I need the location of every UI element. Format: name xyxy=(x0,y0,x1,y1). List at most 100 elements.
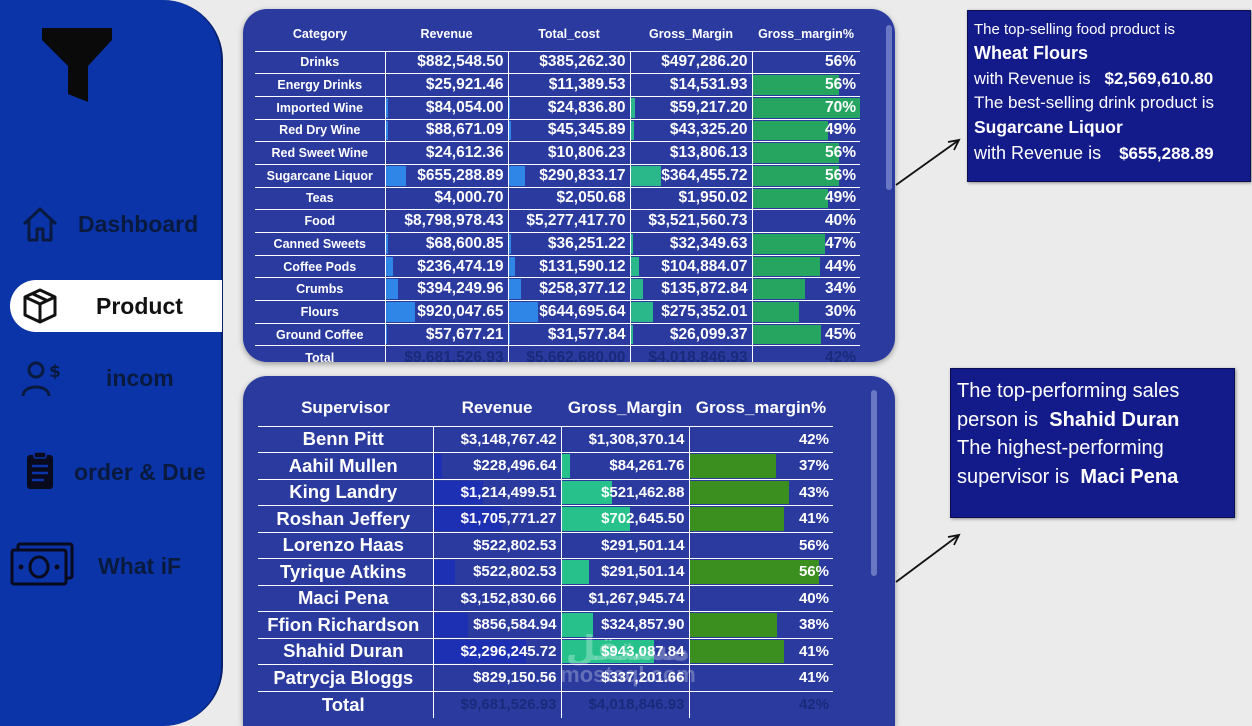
table-cell: $1,308,370.14 xyxy=(561,426,690,453)
table-cell: $10,806.23 xyxy=(508,141,631,165)
table-cell: 49% xyxy=(752,119,860,143)
table-cell: $31,577.84 xyxy=(508,323,631,347)
nav-label-order-due: order & Due xyxy=(74,458,206,485)
table-row[interactable]: Aahil Mullen $228,496.64 $84,261.76 37% xyxy=(258,452,833,480)
supervisor-name-cell: Benn Pitt xyxy=(258,426,434,453)
user-dollar-icon: $ xyxy=(21,361,60,397)
table-cell: $36,251.22 xyxy=(508,232,631,256)
insight-text: person is Shahid Duran xyxy=(957,408,1180,431)
category-cell: Teas xyxy=(255,187,386,211)
total-gross-margin: $4,018,846.93 xyxy=(630,345,753,362)
table-cell: $8,798,978.43 xyxy=(385,209,509,233)
table-cell: $385,262.30 xyxy=(508,51,631,75)
table-row[interactable]: Lorenzo Haas $522,802.53 $291,501.14 56% xyxy=(258,532,833,559)
table-cell: $829,150.56 xyxy=(433,664,562,692)
insight-highlight: Sugarcane Liquor xyxy=(974,117,1123,137)
header-gross-margin[interactable]: Gross_Margin xyxy=(561,390,689,427)
header-gross-margin-pct[interactable]: Gross_margin% xyxy=(752,17,860,52)
table-cell: 38% xyxy=(689,611,833,639)
total-label: Total xyxy=(255,345,386,362)
table-row[interactable]: Ffion Richardson $856,584.94 $324,857.90 38… xyxy=(258,611,833,639)
table-row[interactable]: Flours $920,047.65 $644,695.64 $275,352.01 3… xyxy=(255,300,860,324)
table-cell: $104,884.07 xyxy=(630,255,753,279)
header-revenue[interactable]: Revenue xyxy=(433,390,561,427)
table-row[interactable]: Sugarcane Liquor $655,288.89 $290,833.17 $3… xyxy=(255,164,860,188)
table-row[interactable]: Benn Pitt $3,148,767.42 $1,308,370.14 42% xyxy=(258,426,833,453)
table-cell: $26,099.37 xyxy=(630,323,753,347)
table-cell: 56% xyxy=(752,164,860,188)
table-row[interactable]: Teas $4,000.70 $2,050.68 $1,950.02 49% xyxy=(255,187,860,211)
table-row[interactable]: Ground Coffee $57,677.21 $31,577.84 $26,099… xyxy=(255,323,860,347)
insight-highlight: $2,569,610.80 xyxy=(1104,69,1214,88)
filter-funnel-icon[interactable] xyxy=(42,28,112,102)
table-row[interactable]: King Landry $1,214,499.51 $521,462.88 43% xyxy=(258,479,833,506)
header-revenue[interactable]: Revenue xyxy=(385,17,508,52)
supervisor-table-scrollbar[interactable] xyxy=(871,390,877,576)
category-cell: Food xyxy=(255,209,386,233)
category-cell: Red Sweet Wine xyxy=(255,141,386,165)
table-cell: $14,531.93 xyxy=(630,73,753,97)
nav-label-what-if: What iF xyxy=(98,552,182,579)
table-cell: 30% xyxy=(752,300,860,324)
table-row[interactable]: Roshan Jeffery $1,705,771.27 $702,645.50 41… xyxy=(258,505,833,533)
category-cell: Red Dry Wine xyxy=(255,119,386,143)
category-cell: Canned Sweets xyxy=(255,232,386,256)
table-cell: 49% xyxy=(752,187,860,211)
supervisor-name-cell: Maci Pena xyxy=(258,585,434,612)
table-row[interactable]: Patrycja Bloggs $829,150.56 $337,201.66 41% xyxy=(258,664,833,692)
insight-text: The top-selling food product is xyxy=(974,21,1175,38)
table-header-row: Supervisor Revenue Gross_Margin Gross_ma… xyxy=(258,390,833,427)
table-row[interactable]: Coffee Pods $236,474.19 $131,590.12 $104,88… xyxy=(255,255,860,279)
product-table-scrollbar[interactable] xyxy=(886,25,892,190)
total-revenue: $9,681,526.93 xyxy=(433,691,562,718)
table-cell: 37% xyxy=(689,452,833,480)
table-cell: $2,050.68 xyxy=(508,187,631,211)
table-cell: $882,548.50 xyxy=(385,51,509,75)
table-row[interactable]: Shahid Duran $2,296,245.72 $943,087.84 41% xyxy=(258,638,833,665)
home-icon xyxy=(22,207,58,242)
table-cell: $364,455.72 xyxy=(630,164,753,188)
table-row[interactable]: Food $8,798,978.43 $5,277,417.70 $3,521,560… xyxy=(255,209,860,233)
watermark: مستقل mostaql.com xyxy=(548,630,708,686)
table-row[interactable]: Drinks $882,548.50 $385,262.30 $497,286.20 5… xyxy=(255,51,860,75)
nav-item-what-if[interactable]: What iF xyxy=(10,540,222,592)
table-row[interactable]: Energy Drinks $25,921.46 $11,389.53 $14,531… xyxy=(255,73,860,97)
insight-highlight: $655,288.89 xyxy=(1119,144,1214,163)
table-row[interactable]: Maci Pena $3,152,830.66 $1,267,945.74 40% xyxy=(258,585,833,612)
sidebar: Dashboard Product $ incom order & Due xyxy=(0,0,223,726)
table-cell: $84,054.00 xyxy=(385,96,509,120)
table-cell: $497,286.20 xyxy=(630,51,753,75)
table-row[interactable]: Crumbs $394,249.96 $258,377.12 $135,872.84 3… xyxy=(255,277,860,302)
nav-item-dashboard[interactable]: Dashboard xyxy=(10,198,222,250)
watermark-main: مستقل xyxy=(565,630,691,668)
header-gross-margin[interactable]: Gross_Margin xyxy=(630,17,752,52)
nav-item-product[interactable]: Product xyxy=(10,280,222,332)
table-cell: $702,645.50 xyxy=(561,505,690,533)
table-cell: $1,950.02 xyxy=(630,187,753,211)
nav-item-order-due[interactable]: order & Due xyxy=(10,446,222,498)
header-supervisor[interactable]: Supervisor xyxy=(258,390,433,427)
header-gross-margin-pct[interactable]: Gross_margin% xyxy=(689,390,833,427)
nav-label-dashboard: Dashboard xyxy=(78,210,199,237)
insight-highlight: Shahid Duran xyxy=(1049,408,1180,431)
table-row[interactable]: Red Dry Wine $88,671.09 $45,345.89 $43,325.… xyxy=(255,119,860,143)
arrow-to-food-info-icon xyxy=(895,138,961,186)
table-row[interactable]: Canned Sweets $68,600.85 $36,251.22 $32,349… xyxy=(255,232,860,256)
table-row[interactable]: Imported Wine $84,054.00 $24,836.80 $59,217… xyxy=(255,96,860,120)
table-cell: $290,833.17 xyxy=(508,164,631,188)
table-row[interactable]: Red Sweet Wine $24,612.36 $10,806.23 $13,80… xyxy=(255,141,860,165)
insight-text: The best-selling drink product is xyxy=(974,93,1215,112)
header-total-cost[interactable]: Total_cost xyxy=(508,17,630,52)
total-row: Total $9,681,526.93 $4,018,846.93 42% xyxy=(258,691,833,718)
table-cell: $655,288.89 xyxy=(385,164,509,188)
insight-text: The top-performing sales xyxy=(957,380,1180,402)
total-gm-pct: 42% xyxy=(798,696,829,713)
table-cell: $236,474.19 xyxy=(385,255,509,279)
header-category[interactable]: Category xyxy=(255,17,385,52)
arrow-to-sales-info-icon xyxy=(895,533,961,583)
table-cell: $3,152,830.66 xyxy=(433,585,562,612)
total-label: Total xyxy=(258,691,434,718)
table-cell: $1,267,945.74 xyxy=(561,585,690,612)
table-row[interactable]: Tyrique Atkins $522,802.53 $291,501.14 56% xyxy=(258,558,833,586)
nav-item-incom[interactable]: $ incom xyxy=(10,352,222,404)
